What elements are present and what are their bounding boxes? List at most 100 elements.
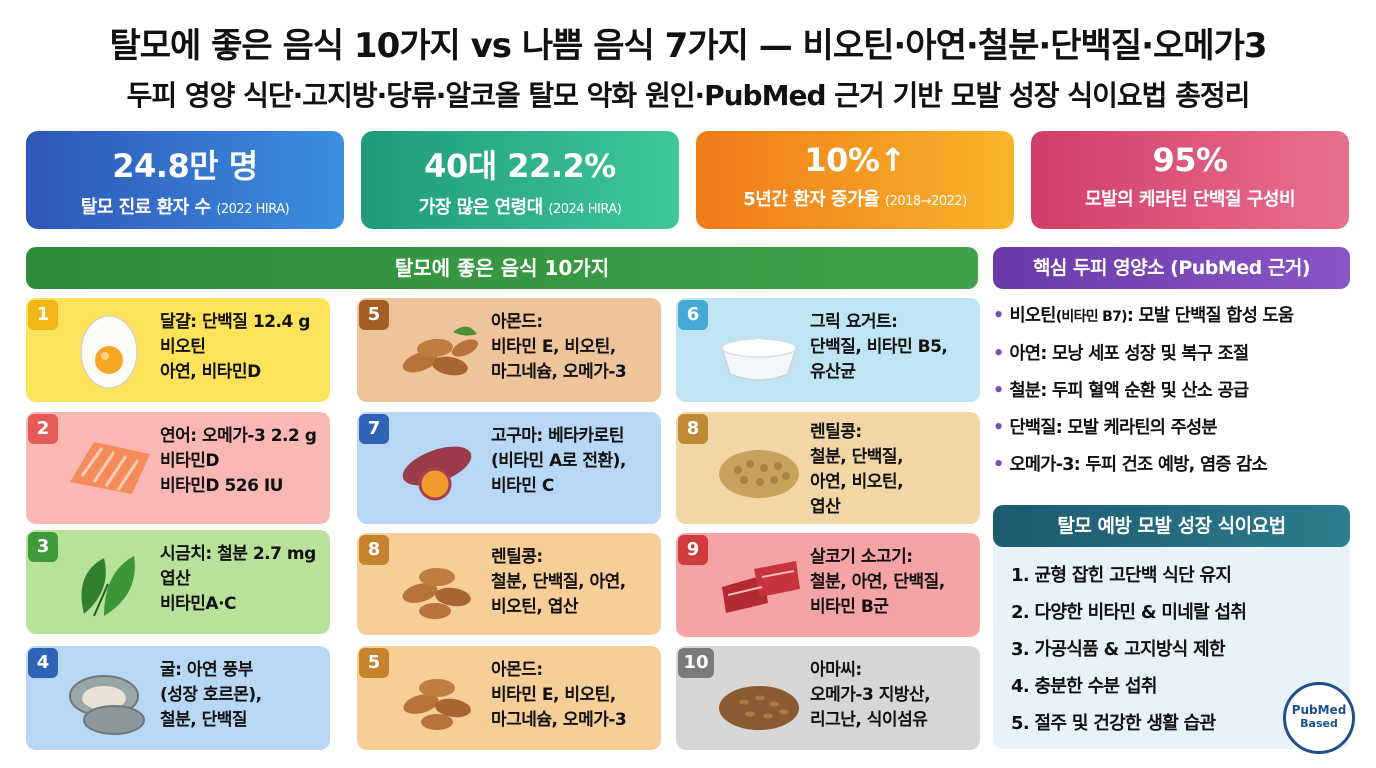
card-number: 7 [359,414,389,444]
egg-icon [80,315,138,389]
flaxseed-icon [719,686,799,730]
almond-icon [403,679,471,730]
almond-icon [402,568,471,619]
food-nutrient: 마그네슘, 오메가-3 [491,362,627,382]
card-number: 2 [28,414,58,444]
food-card-sweet-potato: 7 고구마: 베타카로틴 (비타민 A로 전환), 비타민 C [357,412,661,524]
food-nutrient: 아연, 비오틴, [810,472,904,492]
list-item: 3. 가공식품 & 고지방식 제한 [1011,639,1226,660]
food-nutrient: 리그난, 식이섬유 [810,710,928,730]
list-item: • 철분: 두피 혈액 순환 및 산소 공급 [993,381,1249,401]
food-card-spinach: 3 시금치: 철분 2.7 mg 엽산 비타민A·C [26,530,330,634]
food-name: 시금치: 철분 2.7 mg [160,544,316,564]
food-nutrient: 철분, 단백질, 아연, [491,572,626,592]
page-subtitle: 두피 영양 식단·고지방·당류·알코올 탈모 악화 원인·PubMed 근거 기… [126,79,1251,112]
food-nutrient: 비타민D 526 IU [160,476,283,496]
stat-value: 40대 22.2% [424,147,616,185]
beef-icon [722,561,800,613]
stat-label: 5년간 환자 증가율 [743,189,880,210]
food-nutrient: 비타민 B군 [810,597,889,617]
card-number: 10 [678,648,714,678]
food-name: 연어: 오메가-3 2.2 g [160,426,317,446]
stat-label: 가장 많은 연령대 [418,197,543,218]
list-item: 5. 절주 및 건강한 생활 습관 [1011,713,1216,734]
food-name: 그릭 요거트: [810,312,898,332]
food-name: 달걀: 단백질 12.4 g [160,312,310,332]
food-name: 아마씨: [810,660,862,680]
stat-age-group: 40대 22.2% 가장 많은 연령대 (2024 HIRA) [361,131,679,229]
card-number: 5 [359,648,389,678]
list-item: 1. 균형 잡힌 고단백 식단 유지 [1011,565,1232,586]
food-nutrient: 비타민A·C [160,594,237,614]
food-card-egg: 1 달걀: 단백질 12.4 g 비오틴 아연, 비타민D [26,298,330,402]
food-card-beef: 9 살코기 소고기: 철분, 아연, 단백질, 비타민 B군 [676,533,980,637]
list-item: • 아연: 모낭 세포 성장 및 복구 조절 [993,344,1249,364]
card-number: 9 [678,535,708,565]
salmon-icon [70,442,150,494]
page-title: 탈모에 좋은 음식 10가지 vs 나쁨 음식 7가지 — 비오틴·아연·철분·… [109,26,1267,66]
yogurt-icon [721,338,797,381]
sweet-potato-icon [402,446,472,501]
stat-note: (2022 HIRA) [216,202,290,217]
stat-note: (2024 HIRA) [548,202,622,217]
food-card-oyster: 4 굴: 아연 풍부 (성장 호르몬), 철분, 단백질 [26,646,330,750]
spinach-icon [81,556,135,617]
food-card-yogurt: 6 그릭 요거트: 단백질, 비타민 B5, 유산균 [676,298,980,402]
food-name: 고구마: 베타카로틴 [491,426,624,446]
food-nutrient: 엽산 [810,497,841,517]
food-card-lentil-2: 8 렌틸콩: 철분, 단백질, 아연, 비오틴, 엽산 [357,533,661,635]
pubmed-badge-icon: PubMed Based [1283,682,1355,754]
food-nutrient: 비오틴, 엽산 [491,597,579,617]
good-foods-header: 탈모에 좋은 음식 10가지 [26,247,978,289]
stat-label: 모발의 케라틴 단백질 구성비 [1084,189,1296,210]
food-nutrient: 엽산 [160,569,191,589]
food-nutrient: 유산균 [810,362,856,382]
food-name: 렌틸콩: [810,422,862,442]
nutrients-header: 핵심 두피 영양소 (PubMed 근거) [993,247,1350,289]
food-card-almond: 5 아몬드: 비타민 E, 비오틴, 마그네슘, 오메가-3 [357,298,661,402]
stat-value: 95% [1152,141,1228,179]
food-card-salmon: 2 연어: 오메가-3 2.2 g 비타민D 비타민D 526 IU [26,412,330,524]
food-nutrient: (성장 호르몬), [160,685,262,705]
food-nutrient: 마그네슘, 오메가-3 [491,710,627,730]
stat-patients: 24.8만 명 탈모 진료 환자 수 (2022 HIRA) [26,131,344,229]
stat-value: 24.8만 명 [112,147,258,185]
oyster-icon [69,675,145,735]
food-card-flaxseed: 10 아마씨: 오메가-3 지방산, 리그난, 식이섬유 [676,646,980,750]
food-nutrient: 비타민D [160,451,220,471]
food-nutrient: 단백질, 비타민 B5, [810,337,948,357]
food-nutrient: 철분, 단백질, [810,447,904,467]
card-number: 1 [28,300,58,330]
food-nutrient: 비오틴 [160,337,206,357]
card-number: 4 [28,648,58,678]
list-item: 4. 충분한 수분 섭취 [1011,676,1157,697]
lentil-icon [719,450,799,498]
food-name: 렌틸콩: [491,547,543,567]
stat-growth-rate: 10%↑ 5년간 환자 증가율 (2018→2022) [696,131,1014,229]
list-item: • 비오틴(비타민 B7): 모발 단백질 합성 도움 [993,306,1294,326]
nutrients-list: • 비오틴(비타민 B7): 모발 단백질 합성 도움 • 아연: 모낭 세포 성장… [993,298,1350,484]
food-nutrient: 비타민 C [491,476,554,496]
food-nutrient: 아연, 비타민D [160,362,261,382]
food-name: 아몬드: [491,660,543,680]
food-name: 아몬드: [491,312,543,332]
list-item: 2. 다양한 비타민 & 미네랄 섭취 [1011,602,1247,623]
card-number: 5 [359,300,389,330]
card-number: 8 [678,414,708,444]
stat-note: (2018→2022) [885,194,967,209]
list-item: • 오메가-3: 두피 건조 예방, 염증 감소 [993,455,1268,475]
stat-label: 탈모 진료 환자 수 [80,197,211,218]
tips-header: 탈모 예방 모발 성장 식이요법 [993,505,1350,547]
tips-panel: 탈모 예방 모발 성장 식이요법 1. 균형 잡힌 고단백 식단 유지 2. 다… [993,505,1350,749]
almond-icon [402,326,479,376]
stat-keratin: 95% 모발의 케라틴 단백질 구성비 [1031,131,1349,229]
food-nutrient: 비타민 E, 비오틴, [491,685,616,705]
list-item: • 단백질: 모발 케라틴의 주성분 [993,418,1217,438]
stat-value: 10%↑ [804,141,906,179]
food-name: 살코기 소고기: [810,547,913,567]
food-name: 굴: 아연 풍부 [160,660,253,680]
food-nutrient: 오메가-3 지방산, [810,685,931,705]
food-nutrient: 비타민 E, 비오틴, [491,337,616,357]
card-number: 8 [359,535,389,565]
card-number: 6 [678,300,708,330]
